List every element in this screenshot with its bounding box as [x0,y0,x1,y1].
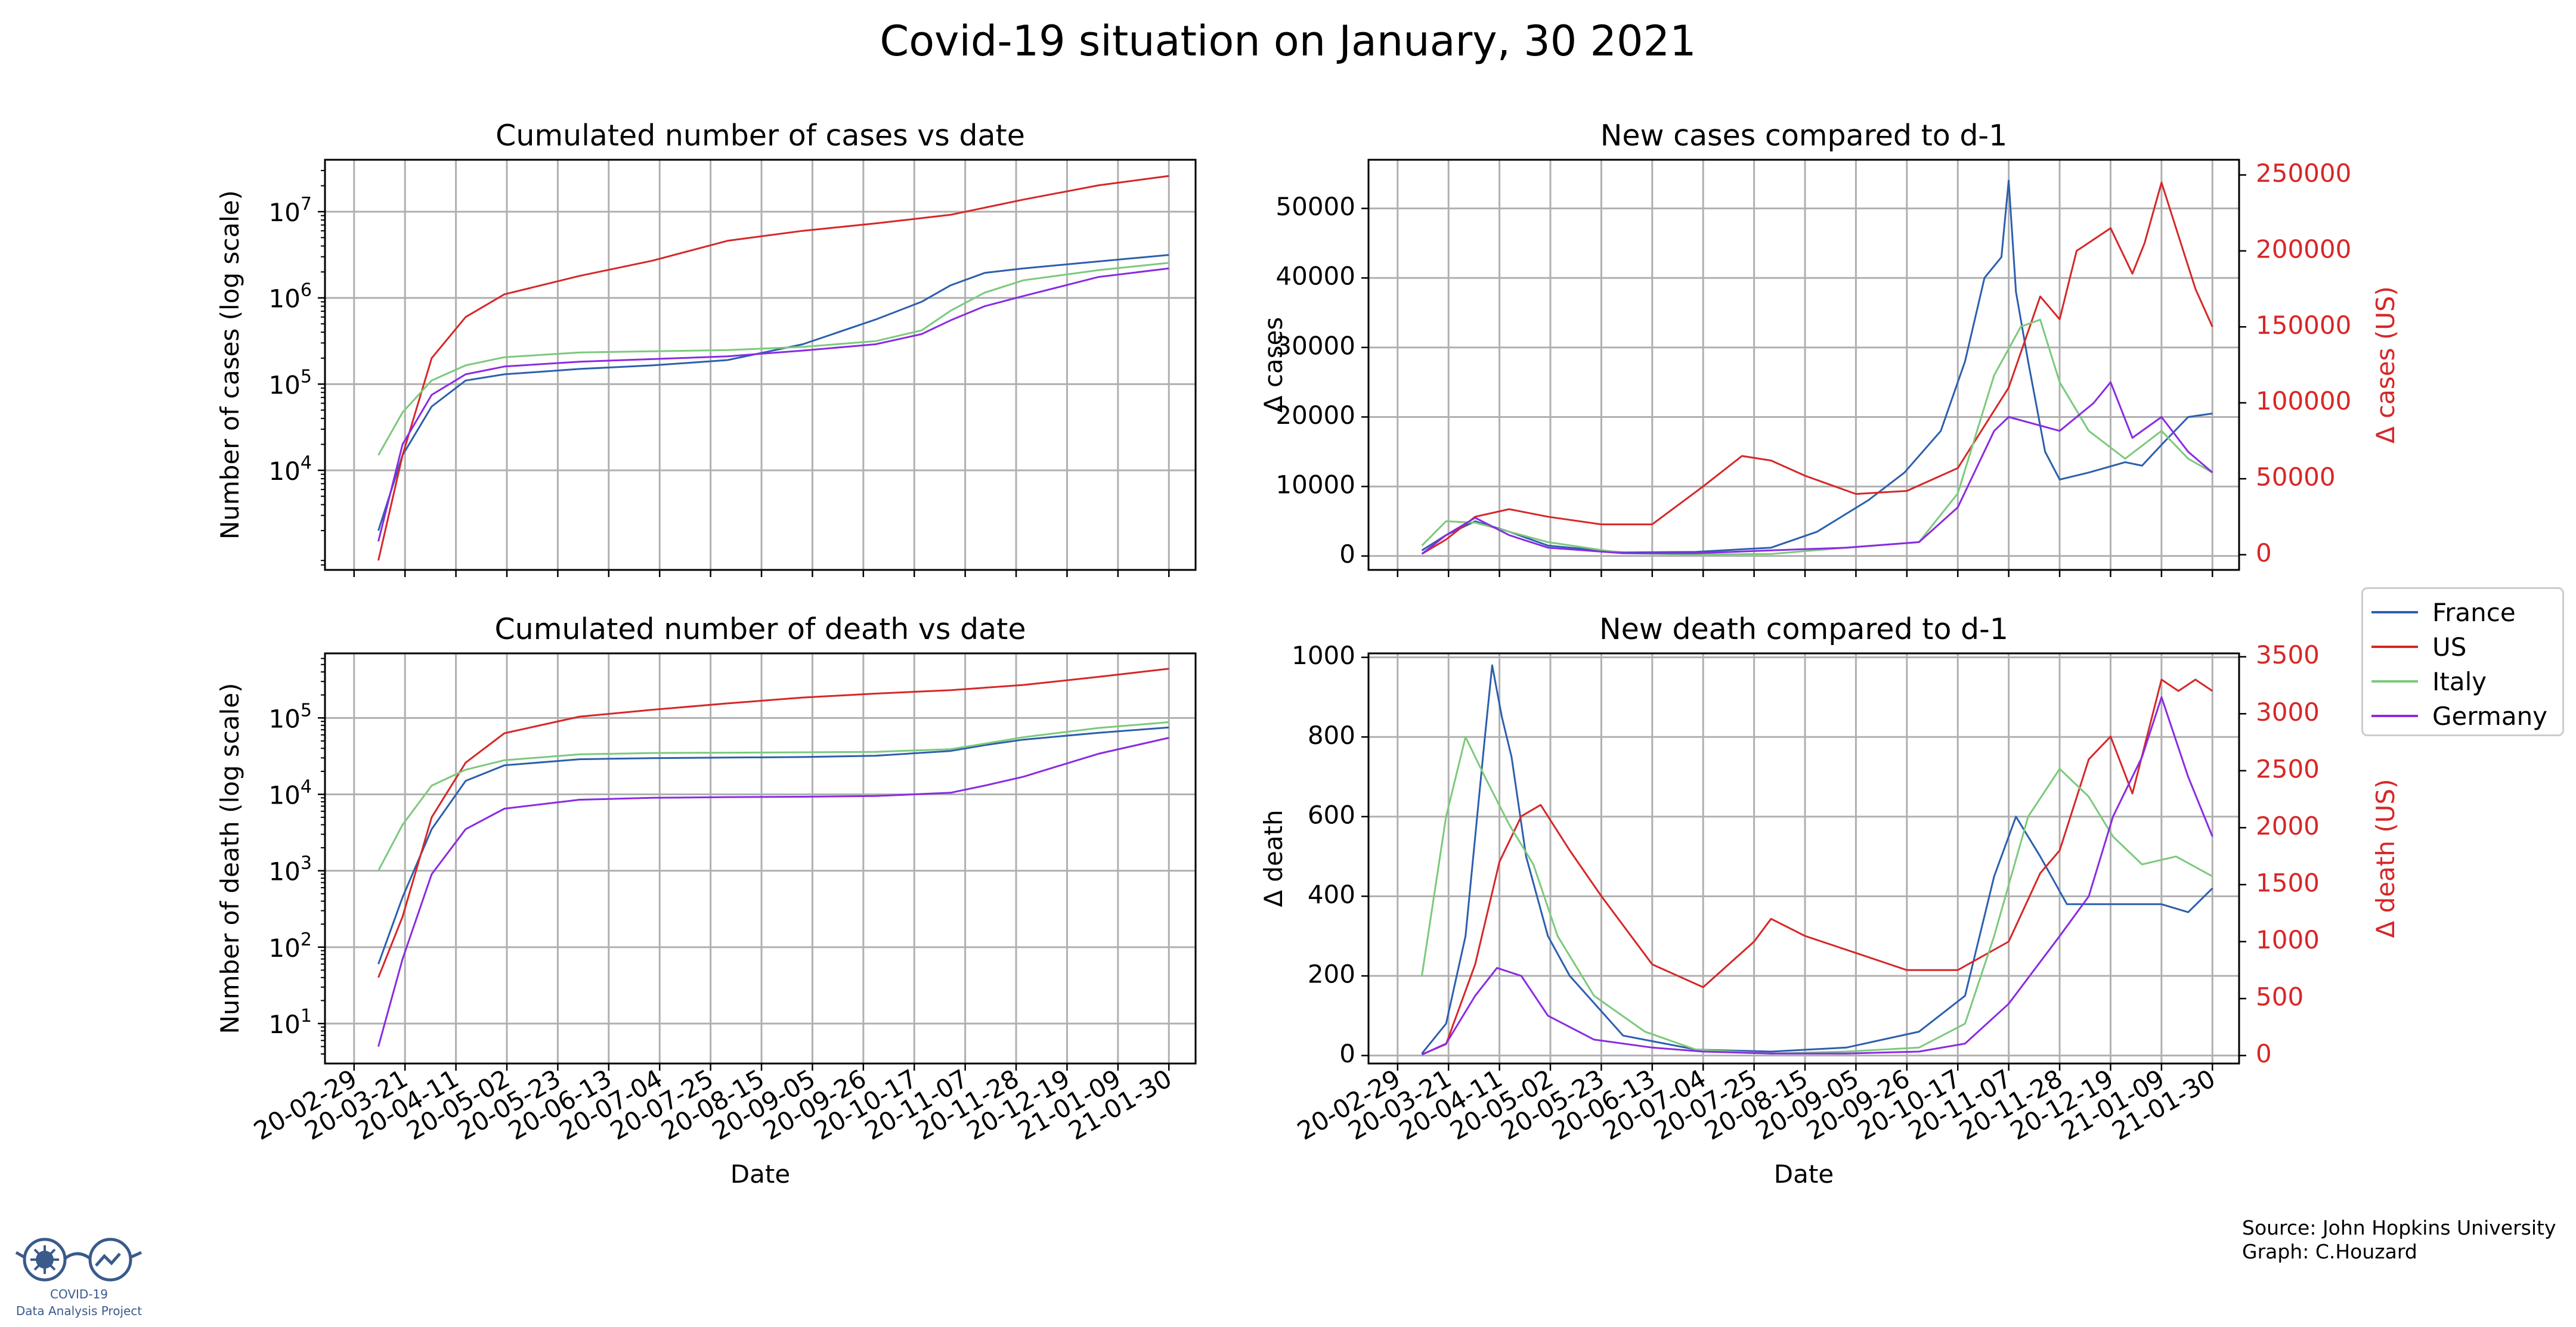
legend-label-germany: Germany [2432,701,2548,731]
y2-axis-label: Δ death (US) [2371,779,2400,938]
series-line-us [377,668,1169,978]
plot-frame [324,159,1197,571]
series-line-italy [1421,736,2213,1055]
y-tick-label: 600 [1308,800,1355,829]
project-logo: COVID-19 Data Analysis Project [15,1231,143,1320]
x-axis-label: Date [730,1159,790,1189]
source-note: Source: John Hopkins University Graph: C… [2242,1216,2556,1264]
series-line-italy [377,721,1169,872]
series-line-us [377,175,1169,561]
series-line-germany [1421,381,2213,555]
y-tick-label: 0 [1339,1039,1355,1068]
series-line-italy [1421,318,2213,556]
chart-panel-3: 20-02-2920-03-2120-04-1120-05-0220-05-23… [215,612,1197,1189]
series-line-italy [377,262,1169,456]
y-tick-label: 800 [1308,721,1355,750]
legend-swatch-italy [2371,680,2418,683]
y-tick-label: 105 [268,700,312,733]
panel-title: New death compared to d-1 [1599,612,2008,646]
legend-item-france: France [2371,595,2554,630]
series-line-france [377,254,1169,531]
x-axis-label: Date [1774,1159,1834,1189]
y-tick-label: 104 [268,452,312,485]
logo-line-2: Data Analysis Project [16,1304,143,1318]
y-axis-label: Number of cases (log scale) [215,190,244,540]
plot-frame [324,652,1197,1065]
panel-title: Cumulated number of death vs date [494,612,1026,646]
y-tick-label: 30000 [1275,331,1355,360]
y2-tick-label: 0 [2256,1039,2272,1068]
series-group [377,668,1169,1047]
chart-panel-2: 0 10000 20000 30000 40000 50000 0 50000 100000 15… [1259,119,2400,577]
series-line-france [377,726,1169,965]
y-tick-label: 400 [1308,880,1355,909]
y-tick-label: 105 [268,366,312,399]
series-group [1421,664,2213,1056]
y-tick-label: 102 [268,929,312,962]
series-line-us [1421,678,2213,1056]
legend-label-france: France [2432,597,2516,627]
series-line-france [1421,179,2213,554]
y-tick-label: 20000 [1275,401,1355,430]
y-tick-label: 101 [268,1005,312,1038]
legend-swatch-germany [2371,715,2418,717]
chart-panel-4: 20-02-2920-03-2120-04-1120-05-0220-05-23… [1259,612,2400,1189]
y-axis-label: Δ death [1259,810,1288,907]
legend-item-germany: Germany [2371,699,2554,733]
y-tick-label: 200 [1308,960,1355,989]
source-line: Source: John Hopkins University [2242,1216,2556,1239]
series-line-germany [1421,696,2213,1056]
legend-item-italy: Italy [2371,664,2554,699]
legend-label-italy: Italy [2432,666,2487,696]
series-line-us [1421,181,2213,555]
y-tick-label: 106 [268,280,312,313]
series-group [377,175,1169,561]
plot-frame [1367,652,2240,1065]
y2-tick-label: 3500 [2256,640,2320,669]
y2-tick-label: 200000 [2256,234,2351,263]
y-tick-label: 50000 [1275,192,1355,221]
y-tick-label: 0 [1339,540,1355,569]
chart-panel-1: 104 105 106 107 Cumulated number of cases vs… [215,119,1197,577]
y2-tick-label: 100000 [2256,386,2351,416]
series-group [1421,179,2213,556]
virus-glasses-icon [15,1238,143,1282]
y2-tick-label: 250000 [2256,159,2351,188]
y-axis-label: Δ cases [1259,317,1288,413]
legend-swatch-france [2371,611,2418,613]
y2-axis-label: Δ cases (US) [2371,286,2400,444]
y-tick-label: 104 [268,776,312,810]
y2-tick-label: 1500 [2256,868,2320,897]
y-tick-label: 107 [268,194,312,227]
figure-title: Covid-19 situation on January, 30 2021 [880,17,1696,66]
legend: France US Italy Germany [2361,587,2564,736]
series-line-france [1421,664,2213,1055]
panel-title: Cumulated number of cases vs date [496,119,1025,153]
series-line-germany [377,737,1169,1047]
y-tick-label: 103 [268,852,312,886]
y-tick-label: 1000 [1292,641,1355,670]
series-line-germany [377,267,1169,542]
graph-credit-line: Graph: C.Houzard [2242,1240,2417,1263]
y-tick-label: 40000 [1275,262,1355,291]
y2-tick-label: 0 [2256,538,2272,568]
plot-frame [1367,159,2240,571]
y2-tick-label: 1000 [2256,925,2320,954]
y-axis-label: Number of death (log scale) [215,683,244,1034]
y2-tick-label: 50000 [2256,463,2336,492]
legend-label-us: US [2432,632,2467,662]
y-tick-label: 10000 [1275,470,1355,500]
logo-line-1: COVID-19 [49,1287,108,1301]
panel-title: New cases compared to d-1 [1600,119,2008,153]
legend-item-us: US [2371,630,2554,664]
y2-tick-label: 2000 [2256,811,2320,841]
y2-tick-label: 2500 [2256,754,2320,783]
y2-tick-label: 150000 [2256,311,2351,340]
y2-tick-label: 3000 [2256,697,2320,727]
y2-tick-label: 500 [2256,982,2303,1012]
legend-swatch-us [2371,646,2418,648]
